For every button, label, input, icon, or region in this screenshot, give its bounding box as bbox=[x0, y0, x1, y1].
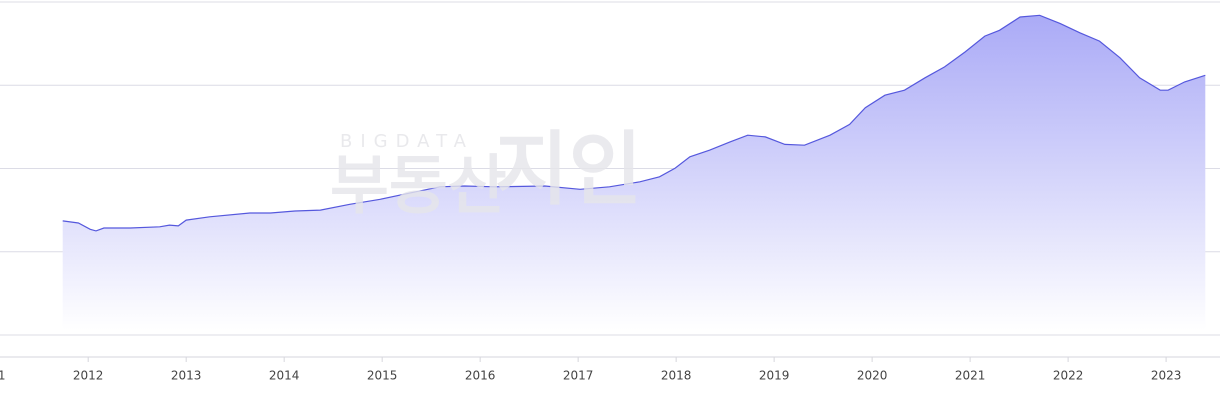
x-tick-label: 2013 bbox=[171, 369, 202, 383]
x-tick-label: 2016 bbox=[465, 369, 496, 383]
x-tick-label: 2018 bbox=[661, 369, 692, 383]
x-tick-label: 2019 bbox=[759, 369, 790, 383]
area-line bbox=[62, 14, 1206, 232]
x-tick-label: 2017 bbox=[563, 369, 594, 383]
x-tick-label: 2021 bbox=[955, 369, 986, 383]
watermark-right: 지인 bbox=[495, 123, 642, 216]
x-tick-label: 2015 bbox=[367, 369, 398, 383]
x-tick-label: 2023 bbox=[1151, 369, 1182, 383]
x-tick-label: 2020 bbox=[857, 369, 888, 383]
x-tick-label: 2012 bbox=[73, 369, 104, 383]
x-tick-label: 2022 bbox=[1053, 369, 1084, 383]
x-tick-label: 2011 bbox=[0, 369, 5, 383]
watermark-left: 부동산 bbox=[330, 150, 507, 224]
area-fill bbox=[62, 15, 1206, 331]
x-tick-label: 2014 bbox=[269, 369, 300, 383]
watermark: BIGDATA 부동산 지인 bbox=[330, 123, 642, 224]
watermark-small: BIGDATA bbox=[340, 131, 474, 152]
